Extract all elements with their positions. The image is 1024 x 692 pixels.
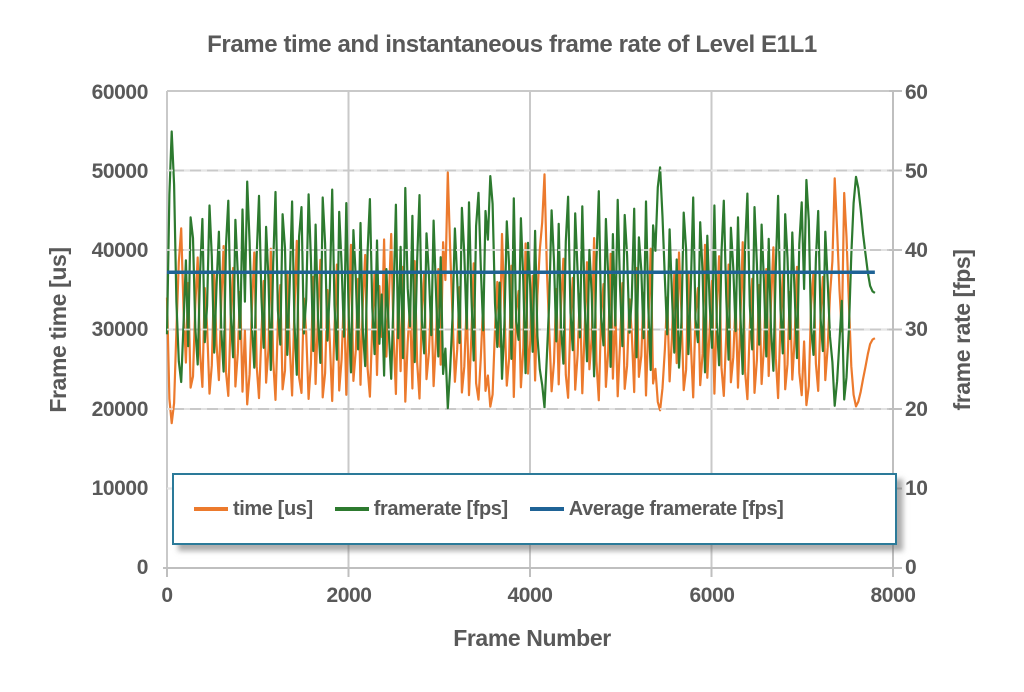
legend-label-average-framerate: Average framerate [fps] <box>568 497 784 520</box>
average-framerate-line-icon <box>529 507 564 511</box>
x-tick-0: 0 <box>161 584 173 607</box>
x-tick-4000: 4000 <box>507 584 553 607</box>
y-left-tick-30000: 30000 <box>91 318 149 341</box>
chart-title: Frame time and instantaneous frame rate … <box>207 31 817 58</box>
legend-item-framerate: framerate [fps] <box>334 497 508 521</box>
y-left-tick-40000: 40000 <box>91 239 149 262</box>
y-right-tick-60: 60 <box>905 81 928 104</box>
legend-label-time: time [us] <box>233 497 313 520</box>
legend: time [us] framerate [fps] Average framer… <box>172 473 897 545</box>
time-series-line-icon <box>194 507 228 511</box>
legend-label-framerate: framerate [fps] <box>373 497 508 520</box>
x-tick-6000: 6000 <box>689 584 735 607</box>
x-tick-2000: 2000 <box>326 584 372 607</box>
y-right-tick-50: 50 <box>905 160 928 183</box>
y-right-axis-title: frame rate [fps] <box>949 249 975 411</box>
legend-item-time: time [us] <box>194 498 313 521</box>
x-tick-8000: 8000 <box>870 584 916 607</box>
y-right-tick-20: 20 <box>905 398 928 421</box>
y-left-tick-0: 0 <box>136 556 149 579</box>
y-left-tick-10000: 10000 <box>91 477 149 500</box>
y-left-axis-title: Frame time [us] <box>45 247 71 413</box>
y-left-tick-20000: 20000 <box>91 398 149 421</box>
framerate-series-line-icon <box>334 507 369 511</box>
y-left-tick-60000: 60000 <box>91 81 149 104</box>
y-right-tick-40: 40 <box>905 239 928 262</box>
y-right-tick-0: 0 <box>905 556 917 579</box>
y-right-tick-30: 30 <box>905 318 928 341</box>
y-right-tick-10: 10 <box>905 477 928 500</box>
legend-item-average-framerate: Average framerate [fps] <box>529 497 784 521</box>
x-axis-title: Frame Number <box>453 625 611 651</box>
y-left-tick-50000: 50000 <box>91 160 149 183</box>
